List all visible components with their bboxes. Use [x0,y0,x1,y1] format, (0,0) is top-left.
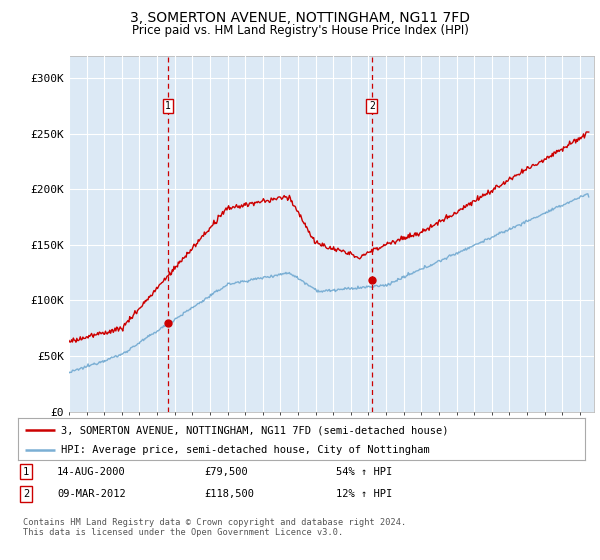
Text: 1: 1 [165,101,171,111]
Text: 3, SOMERTON AVENUE, NOTTINGHAM, NG11 7FD: 3, SOMERTON AVENUE, NOTTINGHAM, NG11 7FD [130,11,470,25]
Text: 54% ↑ HPI: 54% ↑ HPI [336,466,392,477]
Text: 12% ↑ HPI: 12% ↑ HPI [336,489,392,499]
Text: 3, SOMERTON AVENUE, NOTTINGHAM, NG11 7FD (semi-detached house): 3, SOMERTON AVENUE, NOTTINGHAM, NG11 7FD… [61,425,448,435]
Text: 1: 1 [23,466,29,477]
Text: HPI: Average price, semi-detached house, City of Nottingham: HPI: Average price, semi-detached house,… [61,445,429,455]
Text: Price paid vs. HM Land Registry's House Price Index (HPI): Price paid vs. HM Land Registry's House … [131,24,469,37]
Text: 14-AUG-2000: 14-AUG-2000 [57,466,126,477]
Text: 2: 2 [369,101,375,111]
Text: Contains HM Land Registry data © Crown copyright and database right 2024.
This d: Contains HM Land Registry data © Crown c… [23,518,406,538]
Text: £79,500: £79,500 [204,466,248,477]
Text: £118,500: £118,500 [204,489,254,499]
Text: 2: 2 [23,489,29,499]
Text: 09-MAR-2012: 09-MAR-2012 [57,489,126,499]
